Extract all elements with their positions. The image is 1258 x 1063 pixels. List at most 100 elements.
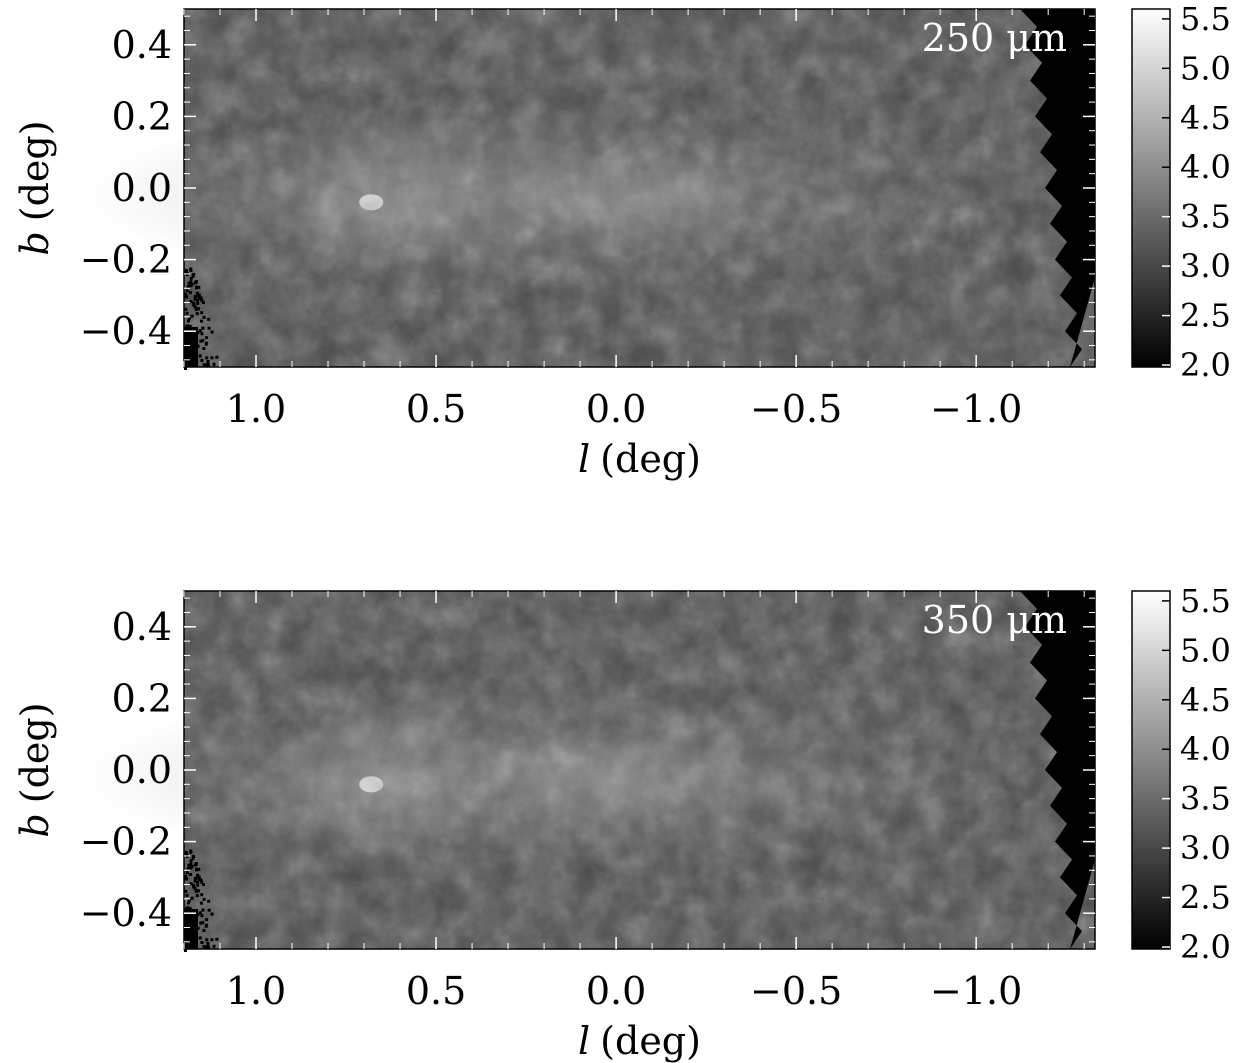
masked-pixel xyxy=(186,867,190,870)
masked-pixel xyxy=(207,317,211,321)
y-tick-label: −0.4 xyxy=(80,309,172,353)
x-tick-label: −1.0 xyxy=(930,969,1022,1013)
masked-pixel xyxy=(202,945,206,949)
masked-pixel xyxy=(189,849,193,853)
x-tick-label: −1.0 xyxy=(930,387,1022,431)
masked-region-left xyxy=(184,327,198,367)
masked-region-right xyxy=(1020,9,1095,367)
masked-pixel xyxy=(195,894,199,898)
masked-pixel xyxy=(196,883,200,887)
colorbar-tick-label: 5.5 xyxy=(1180,0,1231,38)
masked-pixel xyxy=(185,877,189,881)
masked-pixel xyxy=(185,289,189,293)
masked-pixel xyxy=(198,329,202,333)
masked-pixel xyxy=(196,344,200,348)
x-axis-title: l (deg) xyxy=(578,437,701,481)
masked-pixel xyxy=(193,294,197,298)
masked-pixel xyxy=(196,298,200,302)
masked-pixel xyxy=(193,863,197,867)
masked-pixel xyxy=(201,883,205,886)
masked-pixel xyxy=(193,876,197,880)
masked-pixel xyxy=(196,926,200,930)
masked-pixel xyxy=(202,347,206,350)
masked-pixel xyxy=(189,277,193,281)
masked-pixel xyxy=(184,850,188,854)
masked-pixel xyxy=(192,273,196,276)
x-tick-label: −0.5 xyxy=(750,387,842,431)
y-tick-label: 0.0 xyxy=(112,166,172,210)
masked-pixel xyxy=(189,280,193,284)
y-tick-label: 0.0 xyxy=(112,748,172,792)
y-axis-unit: (deg) xyxy=(13,120,57,221)
masked-pixel xyxy=(190,282,194,286)
masked-pixel xyxy=(187,319,190,323)
colorbar-tick-label: 5.0 xyxy=(1180,631,1231,669)
masked-pixel xyxy=(185,871,189,875)
masked-pixel xyxy=(195,312,199,316)
masked-pixel xyxy=(185,273,189,277)
masked-pixel xyxy=(191,274,195,278)
colorbar-tick-label: 2.0 xyxy=(1180,346,1231,384)
panel-2: 1.0 0.5 0.0 −0.5 −1.00.40.20.0−0.2−0.4l (deg)… xyxy=(13,582,1231,1063)
masked-pixel xyxy=(200,880,204,884)
masked-pixel xyxy=(199,878,203,882)
masked-pixel xyxy=(202,363,206,367)
masked-pixel xyxy=(186,285,190,288)
masked-pixel xyxy=(197,867,201,871)
masked-pixel xyxy=(196,873,200,877)
colorbar-tick-label: 2.5 xyxy=(1180,879,1231,917)
colorbar-tick-label: 4.5 xyxy=(1180,681,1231,719)
masked-pixel xyxy=(205,923,209,927)
y-axis-unit: (deg) xyxy=(13,702,57,803)
x-tick-label: 0.5 xyxy=(406,387,466,431)
masked-pixel xyxy=(184,852,188,856)
masked-pixel xyxy=(196,307,200,311)
masked-pixel xyxy=(184,874,188,878)
colorbar-tick-label: 3.5 xyxy=(1180,780,1231,818)
x-axis-unit: (deg) xyxy=(600,437,701,481)
masked-pixel xyxy=(198,911,202,915)
masked-pixel xyxy=(188,291,192,294)
masked-pixel xyxy=(205,336,209,340)
masked-pixel xyxy=(187,898,191,902)
map-texture xyxy=(184,591,1095,949)
masked-pixel xyxy=(205,341,209,345)
masked-pixel xyxy=(207,899,211,903)
masked-pixel xyxy=(189,284,193,288)
masked-pixel xyxy=(185,325,189,329)
masked-pixel xyxy=(189,866,193,870)
masked-pixel xyxy=(191,856,195,860)
masked-pixel xyxy=(184,292,188,296)
masked-pixel xyxy=(188,873,192,876)
masked-pixel xyxy=(201,921,205,925)
masked-pixel xyxy=(187,281,191,285)
colorbar-tick-label: 3.0 xyxy=(1180,247,1231,285)
masked-pixel xyxy=(207,945,210,949)
y-axis-symbol: b xyxy=(13,813,57,837)
y-tick-label: −0.2 xyxy=(80,820,172,864)
masked-pixel xyxy=(184,949,187,952)
y-axis-title: b (deg) xyxy=(13,702,57,837)
masked-pixel xyxy=(187,901,190,905)
colorbar xyxy=(1131,8,1171,368)
masked-pixel xyxy=(187,316,191,320)
x-tick-label: 1.0 xyxy=(226,969,286,1013)
masked-pixel xyxy=(199,319,203,323)
masked-pixel xyxy=(199,901,203,905)
masked-pixel xyxy=(193,281,197,285)
x-axis-symbol: l xyxy=(578,1019,590,1063)
x-tick-label: 0.0 xyxy=(586,387,646,431)
masked-pixel xyxy=(190,896,194,900)
colorbar-tick-label: 3.0 xyxy=(1180,829,1231,867)
x-axis-title: l (deg) xyxy=(578,1019,701,1063)
masked-pixel xyxy=(197,296,201,300)
masked-pixel xyxy=(201,326,205,330)
band-label: 350 μm xyxy=(922,598,1067,642)
y-tick-label: 0.4 xyxy=(112,605,172,649)
masked-pixel xyxy=(194,890,198,893)
x-axis-symbol: l xyxy=(578,437,590,481)
masked-pixel xyxy=(196,880,200,884)
colorbar-tick-label: 5.5 xyxy=(1180,582,1231,620)
colorbar-tick-label: 3.5 xyxy=(1180,198,1231,236)
masked-pixel xyxy=(192,883,196,887)
